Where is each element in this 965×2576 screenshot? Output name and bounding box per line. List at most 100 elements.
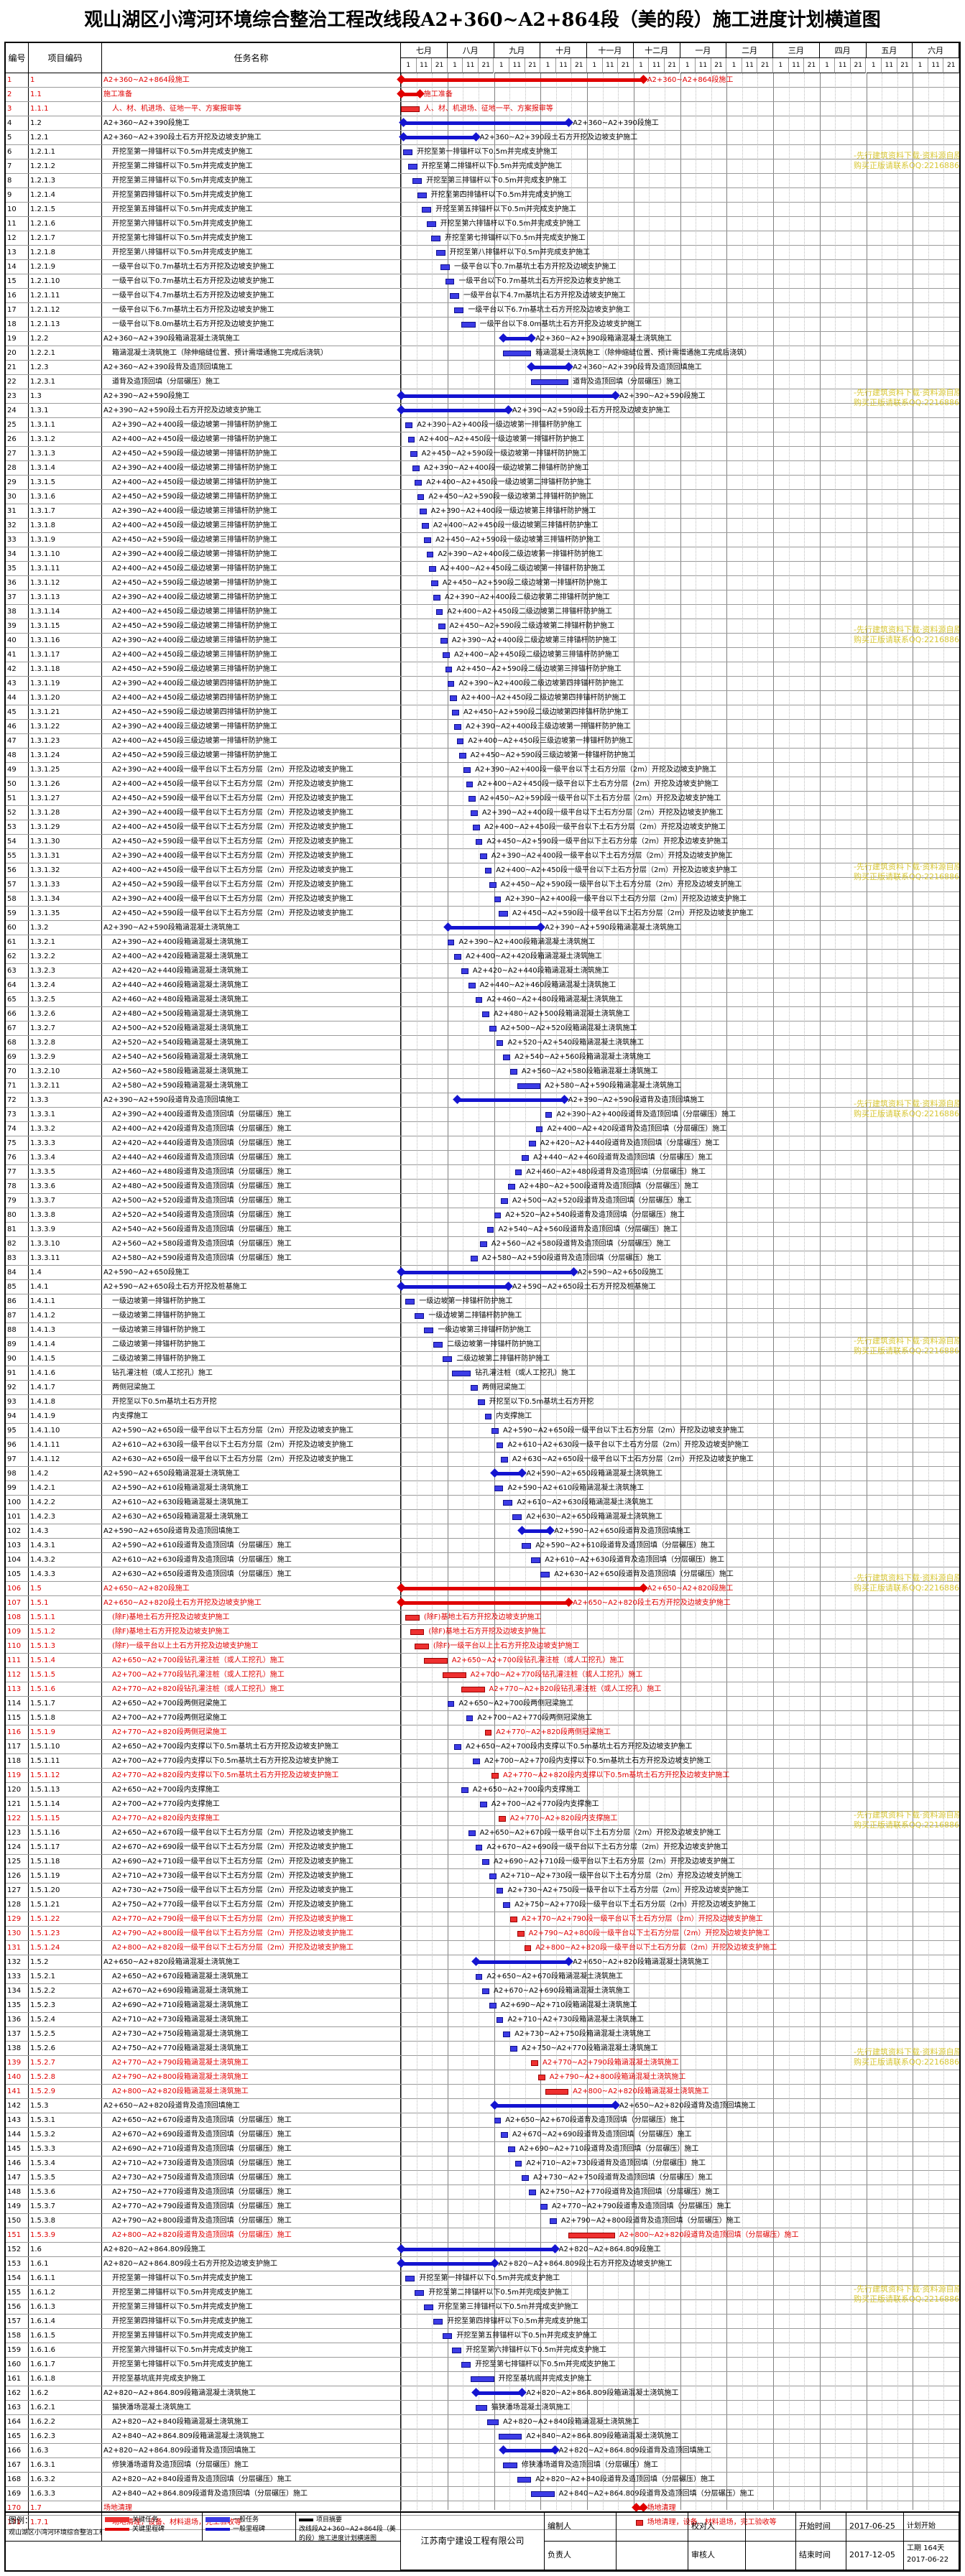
gantt-bar-label: A2+450~A2+590段一级边坡第三排锚杆防护施工	[435, 536, 601, 544]
task-row: 16 1.2.1.11 一级平台以下4.7m基坑土石方开挖及边坡支护施工 一级平台以下…	[6, 289, 959, 303]
task-name: A2+840~A2+864.809段箱涵混凝土浇筑施工	[102, 2429, 401, 2443]
task-number: 30	[6, 490, 29, 504]
task-row: 50 1.3.1.26 A2+400~A2+450段一级平台以下土石方分层（2m）开…	[6, 777, 959, 792]
task-row: 75 1.3.3.3 A2+420~A2+440段道背及造顶回填（分层碾压）施工 A2…	[6, 1136, 959, 1151]
task-name: 开挖至第七排锚杆以下0.5m并完成支护施工	[102, 231, 401, 245]
task-number: 82	[6, 1237, 29, 1251]
task-number: 132	[6, 1955, 29, 1969]
task-row: 157 1.6.1.4 开挖至第四排锚杆以下0.5m并完成支护施工 开挖至第四排锚杆以…	[6, 2315, 959, 2329]
gantt-bar	[491, 1773, 499, 1779]
task-number: 48	[6, 749, 29, 762]
task-row: 101 1.4.2.3 A2+630~A2+650段箱涵混凝土浇筑施工 A2+630~…	[6, 1510, 959, 1524]
gantt-bar-label: A2+770~A2+790段一级平台以下土石方分层（2m）开挖及边坡支护施工	[521, 1915, 763, 1923]
task-wbs-code: 1.5.1.21	[29, 1898, 102, 1912]
gantt-bar	[401, 1601, 569, 1605]
task-number: 2	[6, 88, 29, 101]
task-row: 117 1.5.1.10 A2+650~A2+700段内支撑以下0.5m基坑土石方开…	[6, 1740, 959, 1754]
task-wbs-code: 1.5.3.2	[29, 2128, 102, 2141]
task-row: 26 1.3.1.2 A2+400~A2+450段一级边坡第一排锚杆防护施工 A2+4…	[6, 432, 959, 447]
gantt-bar	[484, 1414, 492, 1419]
task-number: 57	[6, 878, 29, 891]
task-wbs-code: 1.3.1.4	[29, 461, 102, 475]
task-row: 110 1.5.1.3 (除F)一级平台以上土石方开挖及边坡支护施工 (除F)一级平台…	[6, 1639, 959, 1654]
timeline-gridline	[571, 73, 573, 2510]
task-name: A2+770~A2+790段箱涵混凝土浇筑施工	[102, 2056, 401, 2070]
task-name: A2+590~A2+650段道背及造顶回填施工	[102, 1524, 401, 1538]
gantt-bar	[535, 1126, 543, 1132]
gantt-bar-label: A2+450~A2+590段二级边坡第三排锚杆防护施工	[456, 665, 622, 673]
task-name: A2+790~A2+800段一级平台以下土石方分层（2m）开挖及边坡支护施工	[102, 1927, 401, 1940]
day-header: 11	[882, 58, 897, 73]
gantt-bar-label: A2+400~A2+450段一级边坡第一排锚杆防护施工	[419, 435, 585, 443]
task-row: 154 1.6.1.1 开挖至第一排锚杆以下0.5m并完成支护施工 开挖至第一排锚杆以…	[6, 2271, 959, 2286]
task-wbs-code: 1.3	[29, 389, 102, 403]
gantt-bar	[489, 882, 497, 888]
task-row: 46 1.3.1.22 A2+390~A2+400段三级边坡第一排锚杆防护施工 A2+…	[6, 720, 959, 734]
task-row: 130 1.5.1.23 A2+790~A2+800段一级平台以下土石方分层（2m）…	[6, 1927, 959, 1941]
gantt-bar-label: A2+540~A2+560段道背及造顶回填（分层碾压）施工	[498, 1226, 678, 1233]
task-number: 144	[6, 2128, 29, 2141]
gantt-bar-label: A2+480~A2+500段道背及造顶回填（分层碾压）施工	[519, 1182, 699, 1190]
task-number: 65	[6, 993, 29, 1006]
task-number: 4	[6, 116, 29, 130]
gantt-bar	[452, 1371, 471, 1376]
task-number: 29	[6, 476, 29, 489]
task-number: 77	[6, 1165, 29, 1179]
day-header: 21	[618, 58, 634, 73]
day-header: 21	[478, 58, 494, 73]
task-wbs-code: 1.6.3.2	[29, 2473, 102, 2486]
task-row: 113 1.5.1.6 A2+770~A2+820段钻孔灌注桩（或人工挖孔）施工 A2…	[6, 1682, 959, 1697]
gantt-bar	[475, 2405, 487, 2411]
task-number: 12	[6, 231, 29, 245]
task-wbs-code: 1.3.2.2	[29, 950, 102, 963]
task-wbs-code: 1.5.1.1	[29, 1611, 102, 1624]
gantt-bar	[454, 954, 462, 960]
day-header: 1	[587, 58, 603, 73]
task-row: 49 1.3.1.25 A2+390~A2+400段一级平台以下土石方分层（2m）开…	[6, 763, 959, 777]
task-number: 8	[6, 174, 29, 187]
watermark-line: 购买正版请联系QQ:22168866	[854, 1346, 961, 1356]
task-name: A2+650~A2+670段箱涵混凝土浇筑施工	[102, 1970, 401, 1983]
task-wbs-code: 1.3.3.10	[29, 1237, 102, 1251]
task-name: A2+790~A2+800段道背及造顶回填（分层碾压）施工	[102, 2214, 401, 2228]
gantt-bar	[452, 710, 459, 715]
task-name: A2+650~A2+820段土石方开挖及边坡支护施工	[102, 1596, 401, 1610]
day-header: 21	[525, 58, 541, 73]
task-row: 158 1.6.1.5 开挖至第五排锚杆以下0.5m并完成支护施工 开挖至第五排锚杆以…	[6, 2329, 959, 2343]
task-name: A2+450~A2+590段一级平台以下土石方分层（2m）开挖及边坡支护施工	[102, 835, 401, 848]
task-number: 94	[6, 1409, 29, 1423]
day-header: 11	[928, 58, 944, 73]
gantt-bar-label: A2+770~A2+790段箱涵混凝土浇筑施工	[542, 2059, 679, 2067]
task-wbs-code: 1.2.2.1	[29, 346, 102, 360]
gantt-bar	[496, 1888, 504, 1894]
watermark-line: 购买正版请联系QQ:22168866	[854, 161, 961, 170]
task-row: 21 1.2.3 A2+360~A2+390段背及造顶回填施工 A2+360~A2+3…	[6, 361, 959, 375]
task-row: 3 1.1.1 人、材、机进场、征地一平、方案报审等 人、材、机进场、征地一平、方案报…	[6, 102, 959, 116]
timeline-gridline	[897, 73, 898, 2510]
gantt-bar-label: A2+390~A2+400段一级边坡第三排锚杆防护施工	[430, 507, 596, 515]
gantt-bar-label: A2+460~A2+480段道背及造顶回填（分层碾压）施工	[526, 1168, 706, 1176]
task-number: 38	[6, 605, 29, 618]
task-wbs-code: 1.3.1.2	[29, 432, 102, 446]
task-wbs-code: 1.3.1.34	[29, 892, 102, 906]
summary-end-marker	[610, 391, 620, 400]
task-wbs-code: 1.3.1.6	[29, 490, 102, 504]
summary-end-marker	[638, 2503, 648, 2512]
task-wbs-code: 1.5.2.2	[29, 1984, 102, 1998]
day-header: 1	[680, 58, 696, 73]
task-name: A2+710~A2+730段一级平台以下土石方分层（2m）开挖及边坡支护施工	[102, 1869, 401, 1883]
plan-caption: 改线段A2+360~A2+864段（美的段）施工进度计划横道图	[299, 2526, 396, 2542]
gantt-bar	[510, 1917, 517, 1922]
gantt-bar	[635, 2520, 643, 2526]
gantt-bar-label: A2+770~A2+820段内支撑以下0.5m基坑土石方开挖及边坡支护施工	[502, 1771, 730, 1779]
timeline-gridline	[835, 73, 836, 2510]
task-row: 169 1.6.3.3 A2+840~A2+864.809段道背及造顶回填（分层碾压…	[6, 2487, 959, 2501]
gantt-bar	[473, 1759, 481, 1764]
gantt-bar	[415, 2290, 425, 2296]
gantt-bar	[475, 2391, 522, 2395]
task-name: A2+390~A2+400段一级边坡第一排锚杆防护施工	[102, 418, 401, 432]
task-row: 13 1.2.1.8 开挖至第八排锚杆以下0.5m并完成支护施工 开挖至第八排锚杆以下…	[6, 246, 959, 260]
gantt-bar	[540, 2204, 548, 2210]
gantt-bar	[401, 2262, 494, 2266]
plan-start-value: 2017-06-22	[907, 2556, 949, 2564]
